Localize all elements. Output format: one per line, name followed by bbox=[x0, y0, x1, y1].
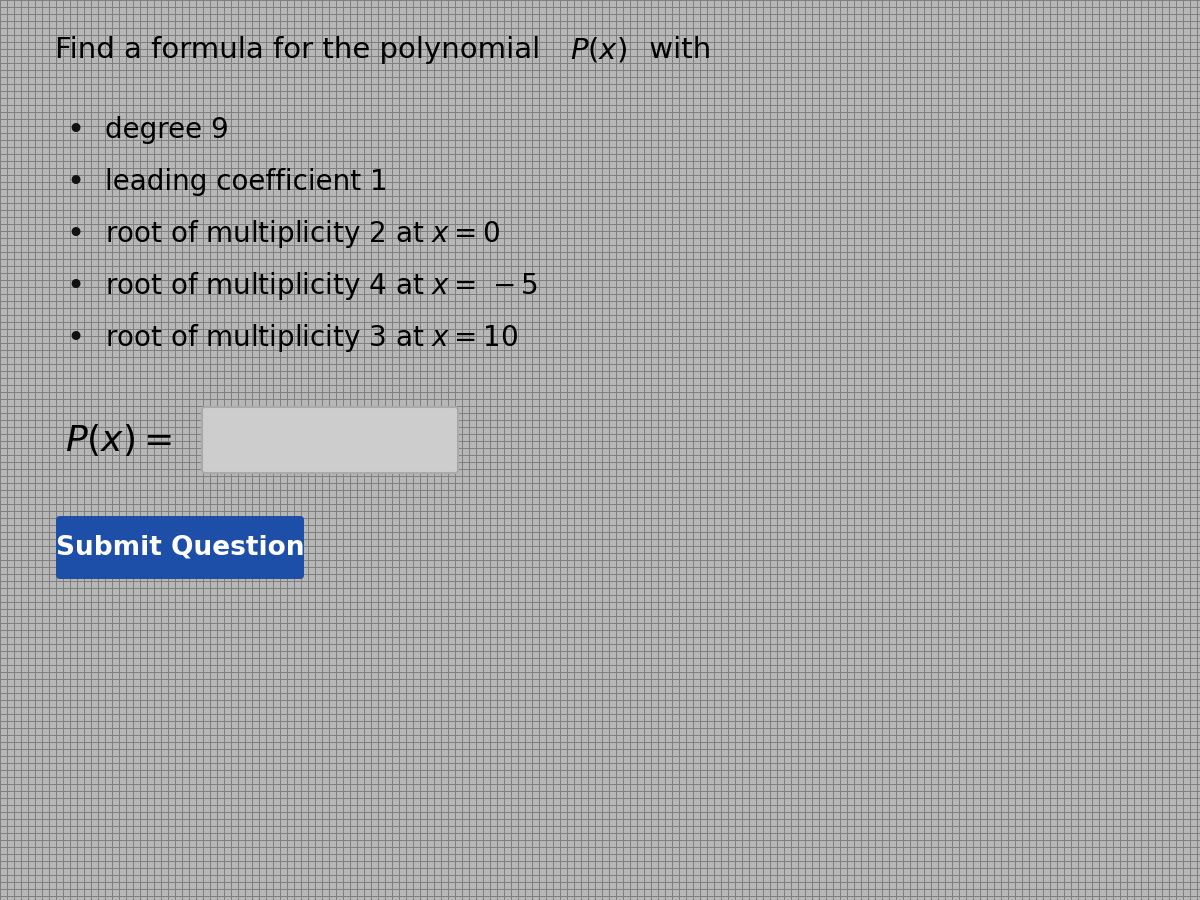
Text: •: • bbox=[66, 115, 84, 145]
Text: root of multiplicity 2 at $x = 0$: root of multiplicity 2 at $x = 0$ bbox=[106, 218, 500, 250]
Text: root of multiplicity 3 at $x = 10$: root of multiplicity 3 at $x = 10$ bbox=[106, 322, 518, 354]
FancyBboxPatch shape bbox=[56, 516, 304, 579]
Text: Find a formula for the polynomial: Find a formula for the polynomial bbox=[55, 36, 559, 64]
FancyBboxPatch shape bbox=[202, 407, 458, 473]
Text: Submit Question: Submit Question bbox=[55, 535, 305, 561]
Text: •: • bbox=[66, 220, 84, 248]
Text: •: • bbox=[66, 323, 84, 353]
Text: root of multiplicity 4 at $x =\, -5$: root of multiplicity 4 at $x =\, -5$ bbox=[106, 270, 538, 302]
Text: leading coefficient 1: leading coefficient 1 bbox=[106, 168, 388, 196]
Text: •: • bbox=[66, 272, 84, 301]
Text: •: • bbox=[66, 167, 84, 196]
Text: $P(x) =$: $P(x) =$ bbox=[65, 422, 172, 458]
Text: $P(x)$: $P(x)$ bbox=[570, 35, 628, 65]
Text: with: with bbox=[640, 36, 712, 64]
Text: degree 9: degree 9 bbox=[106, 116, 229, 144]
